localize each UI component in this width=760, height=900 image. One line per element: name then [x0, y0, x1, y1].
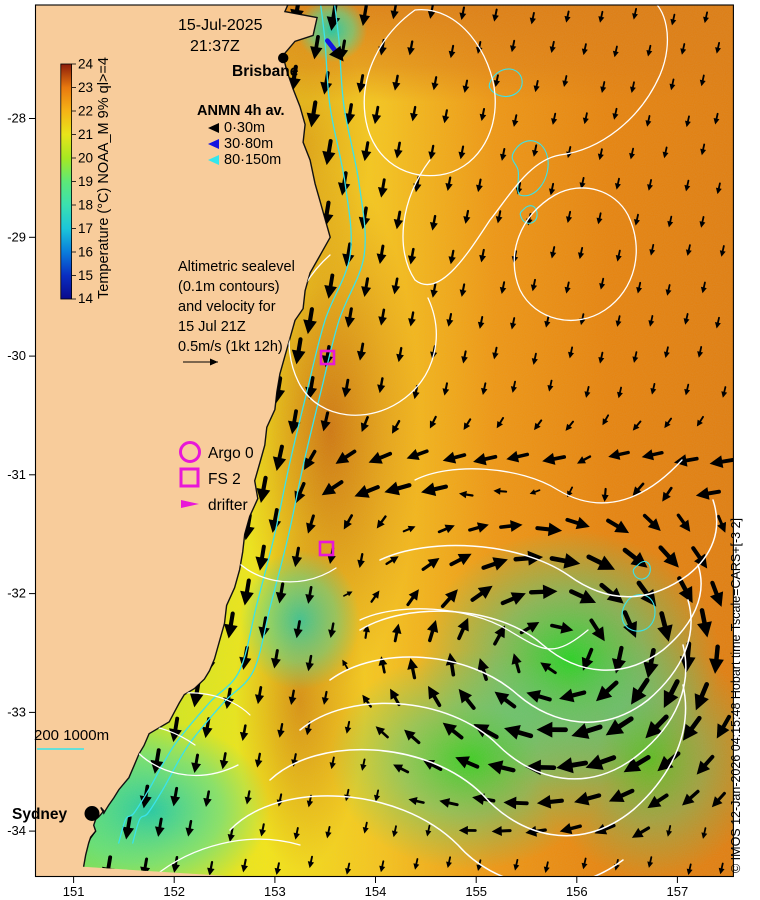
svg-text:18: 18	[78, 198, 93, 213]
svg-text:80·150m: 80·150m	[224, 152, 281, 168]
svg-text:154: 154	[365, 884, 387, 899]
svg-text:23: 23	[78, 80, 93, 95]
svg-text:24: 24	[78, 57, 94, 72]
svg-text:Argo 0: Argo 0	[208, 445, 254, 462]
svg-text:FS 2: FS 2	[208, 471, 241, 488]
svg-text:and velocity for: and velocity for	[178, 299, 276, 315]
svg-text:151: 151	[63, 884, 85, 899]
svg-text:22: 22	[78, 104, 93, 119]
svg-text:-30: -30	[7, 348, 26, 363]
svg-text:Brisbane: Brisbane	[232, 63, 299, 80]
svg-text:153: 153	[264, 884, 286, 899]
svg-text:21: 21	[78, 127, 93, 142]
svg-text:-28: -28	[7, 111, 26, 126]
svg-text:30·80m: 30·80m	[224, 136, 273, 152]
svg-text:15: 15	[78, 268, 93, 283]
svg-text:152: 152	[163, 884, 185, 899]
svg-text:200 1000m: 200 1000m	[34, 727, 109, 744]
svg-text:Sydney: Sydney	[12, 806, 68, 823]
svg-text:14: 14	[78, 291, 94, 306]
svg-text:ANMN 4h av.: ANMN 4h av.	[197, 103, 285, 119]
svg-text:157: 157	[667, 884, 689, 899]
svg-text:-32: -32	[7, 586, 26, 601]
svg-text:15-Jul-2025: 15-Jul-2025	[178, 17, 263, 34]
svg-text:21:37Z: 21:37Z	[190, 38, 240, 55]
svg-text:-33: -33	[7, 704, 26, 719]
svg-text:-34: -34	[7, 823, 26, 838]
svg-text:16: 16	[78, 245, 93, 260]
svg-text:155: 155	[465, 884, 487, 899]
svg-text:-31: -31	[7, 467, 26, 482]
svg-text:19: 19	[78, 174, 93, 189]
svg-text:17: 17	[78, 221, 93, 236]
svg-text:© IMOS 12-Jan-2026 04:15:48 Ho: © IMOS 12-Jan-2026 04:15:48 Hobart time …	[729, 518, 743, 873]
svg-text:156: 156	[566, 884, 588, 899]
svg-text:drifter: drifter	[208, 497, 248, 514]
svg-text:Temperature (°C) NOAA_M 9% ql>: Temperature (°C) NOAA_M 9% ql>=4	[96, 57, 112, 299]
svg-text:Altimetric sealevel: Altimetric sealevel	[178, 259, 295, 275]
svg-text:-29: -29	[7, 229, 26, 244]
svg-text:(0.1m contours): (0.1m contours)	[178, 279, 280, 295]
svg-text:0·30m: 0·30m	[224, 120, 265, 136]
svg-text:20: 20	[78, 151, 93, 166]
svg-text:15 Jul 21Z: 15 Jul 21Z	[178, 319, 246, 335]
svg-text:0.5m/s (1kt 12h): 0.5m/s (1kt 12h)	[178, 339, 283, 355]
